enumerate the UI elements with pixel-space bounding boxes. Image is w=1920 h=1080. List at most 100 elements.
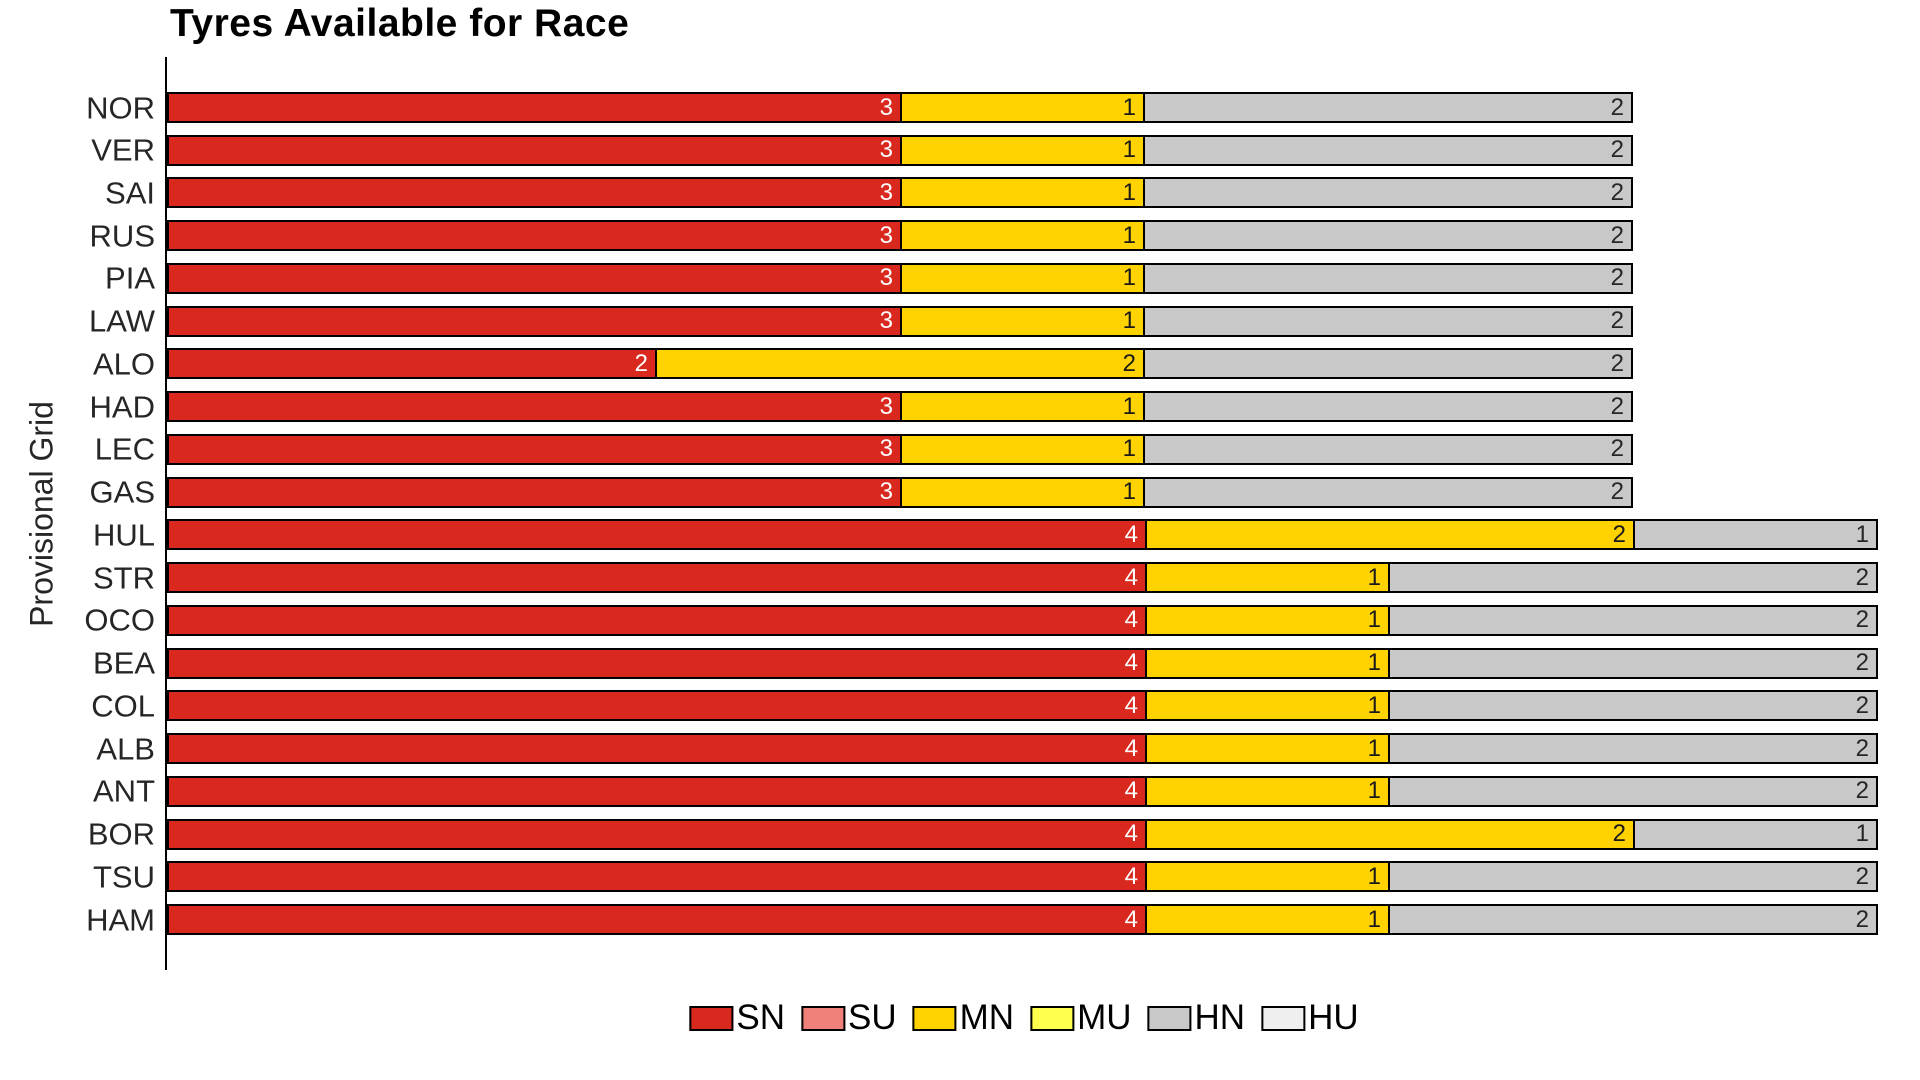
bar-value-label: 1 [1367,606,1381,634]
driver-label: BEA [92,645,155,681]
bar-value-label: 2 [1855,649,1869,677]
plot-area: NOR 3 1 2 VER 3 1 2 SAI 3 1 2 RUS 3 1 2 PIA 3 1 2 LAW 3 1 2 ALO 2… [84,0,1920,980]
bar-value-label: 2 [1610,93,1624,121]
bar-segment-sn: 3 [167,262,902,294]
bar-segment-sn: 4 [167,690,1147,722]
bar-segment-mn: 1 [900,134,1145,166]
bar-segment-mn: 1 [900,305,1145,337]
bar-row: NOR 3 1 2 [86,92,1633,123]
bar-segment-mn: 1 [1145,604,1390,636]
bar-segment-hn: 2 [1143,348,1633,380]
bar-segment-hn: 2 [1143,177,1633,209]
bar-segment-hn: 2 [1388,604,1878,636]
bar-value-label: 1 [1855,520,1869,548]
legend-label: MN [959,998,1015,1037]
bar-value-label: 2 [1610,392,1624,420]
bar-segment-sn: 4 [167,562,1147,594]
legend-item-mu: MU [1030,998,1132,1038]
bar-value-label: 2 [1610,435,1624,463]
bar-value-label: 2 [1855,905,1869,933]
bar-value-label: 1 [1367,649,1381,677]
bar-value-label: 3 [879,178,893,206]
bar-value-label: 4 [1124,862,1138,890]
bar-segment-hn: 2 [1143,476,1633,508]
bar-segment-hn: 2 [1143,433,1633,465]
driver-label: COL [91,688,155,724]
bar-row: ALB 4 1 2 [96,733,1878,765]
bar-segment-sn: 4 [167,647,1147,679]
bar-segment-mn: 2 [1145,519,1635,551]
bar-segment-mn: 1 [1145,690,1390,722]
legend-item-hu: HU [1261,998,1359,1038]
bar-segment-hn: 2 [1388,775,1878,807]
legend-swatch-hu [1261,1005,1306,1031]
bar-segment-mn: 1 [900,220,1145,252]
bar-segment-hn: 2 [1388,733,1878,765]
legend-item-mn: MN [912,998,1015,1038]
bar-value-label: 1 [1855,820,1869,848]
driver-label: ALO [92,346,155,382]
bar-segment-sn: 3 [167,476,902,508]
bar-segment-hn: 1 [1633,519,1878,551]
y-axis-line [165,57,167,970]
bar-value-label: 2 [1610,221,1624,249]
bar-value-label: 4 [1124,905,1138,933]
bar-value-label: 2 [1855,563,1869,591]
bar-value-label: 3 [879,93,893,121]
legend-label: HU [1308,998,1359,1037]
bar-row: ALO 2 2 2 [93,348,1633,380]
bar-value-label: 4 [1124,820,1138,848]
bar-segment-mn: 2 [1145,818,1635,850]
driver-label: OCO [84,602,155,638]
driver-label: HAD [89,389,155,425]
bar-segment-hn: 2 [1143,305,1633,337]
bar-value-label: 3 [879,136,893,164]
bar-segment-mn: 1 [1145,647,1390,679]
bar-value-label: 1 [1122,221,1136,249]
bar-value-label: 2 [1610,264,1624,292]
bar-value-label: 4 [1124,520,1138,548]
bar-row: PIA 3 1 2 [105,262,1633,294]
legend-swatch-mu [1030,1005,1075,1031]
bar-value-label: 1 [1122,178,1136,206]
bar-segment-mn: 1 [900,92,1145,123]
bar-segment-mn: 1 [900,177,1145,209]
bar-segment-sn: 4 [167,861,1147,893]
bar-row: SAI 3 1 2 [105,177,1633,209]
bar-segment-sn: 4 [167,519,1147,551]
bar-value-label: 2 [1612,820,1626,848]
legend: SN SU MN MU HN HU [689,998,1359,1038]
bar-value-label: 1 [1122,392,1136,420]
bar-row: ANT 4 1 2 [93,775,1878,807]
bar-value-label: 2 [1612,520,1626,548]
bar-row: GAS 3 1 2 [90,476,1633,508]
driver-label: GAS [89,474,155,510]
driver-label: LEC [94,431,155,467]
bar-value-label: 2 [1610,136,1624,164]
legend-item-su: SU [801,998,897,1038]
bar-segment-sn: 4 [167,904,1147,936]
bar-segment-sn: 4 [167,818,1147,850]
bar-row: HAM 4 1 2 [86,904,1878,936]
bar-segment-hn: 2 [1143,92,1633,123]
bar-segment-sn: 3 [167,391,902,423]
bar-row: TSU 4 1 2 [93,861,1878,893]
legend-label: MU [1077,998,1132,1037]
legend-swatch-mn [912,1005,957,1031]
driver-label: LAW [88,303,155,339]
driver-label: SAI [105,175,155,211]
legend-label: HN [1194,998,1246,1037]
bar-value-label: 1 [1122,435,1136,463]
legend-label: SU [848,998,897,1037]
bar-value-label: 3 [879,221,893,249]
driver-label: VER [91,132,155,168]
driver-label: STR [93,560,155,596]
bar-value-label: 3 [879,435,893,463]
legend-swatch-su [801,1005,845,1031]
bar-row: HUL 4 2 1 [93,519,1878,551]
bar-value-label: 1 [1122,307,1136,335]
bar-segment-sn: 3 [167,220,902,252]
bar-value-label: 1 [1367,777,1381,805]
bar-value-label: 4 [1124,649,1138,677]
